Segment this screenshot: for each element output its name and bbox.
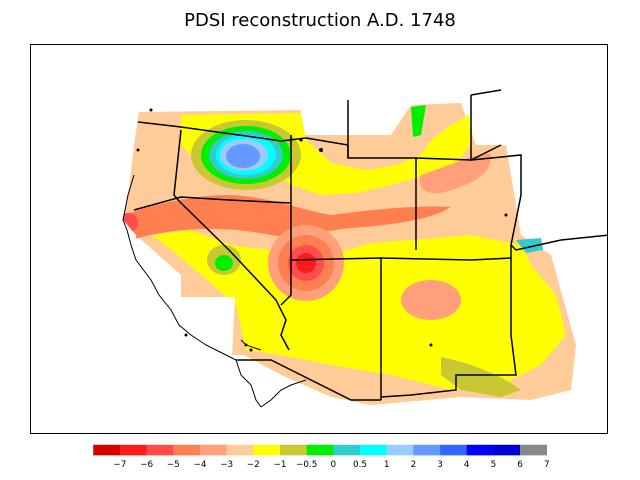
salmon-band-north xyxy=(419,153,492,194)
legend-swatch xyxy=(146,444,174,456)
small-wet-green xyxy=(215,255,233,271)
legend-swatch xyxy=(306,444,334,456)
legend-label: 7 xyxy=(544,460,550,470)
northeast-teal xyxy=(411,105,426,137)
legend-label: −0.5 xyxy=(296,460,317,470)
legend-label: 2 xyxy=(411,460,417,470)
legend-label: 6 xyxy=(517,460,523,470)
legend-label: −2 xyxy=(247,460,260,470)
southeast-olive xyxy=(441,357,521,397)
legend-swatch xyxy=(93,444,121,456)
southeast-patch xyxy=(401,280,461,320)
legend-swatch xyxy=(199,444,227,456)
color-legend: −7 −6 −5 −4 −3 −2 −1 −0.5 0 0.5 1 2 3 4 5 6 7 xyxy=(93,444,550,470)
legend-swatch xyxy=(226,444,254,456)
legend-label: −3 xyxy=(220,460,233,470)
legend-swatch xyxy=(119,444,147,456)
legend-swatch xyxy=(279,444,307,456)
map-panel xyxy=(30,44,608,434)
legend-swatch xyxy=(386,444,414,456)
salmon-band-west xyxy=(124,195,451,240)
legend-swatch xyxy=(466,444,494,456)
east-teal xyxy=(516,238,543,253)
legend-swatch xyxy=(520,444,548,456)
legend-swatch xyxy=(440,444,467,456)
legend-label: −1 xyxy=(273,460,286,470)
legend-label: 0 xyxy=(331,460,337,470)
wet-core-blue xyxy=(226,144,260,168)
map-title: PDSI reconstruction A.D. 1748 xyxy=(184,10,456,31)
legend-label: 4 xyxy=(464,460,470,470)
legend-swatch xyxy=(493,444,521,456)
legend-swatch xyxy=(413,444,441,456)
pacific-ocean xyxy=(31,45,361,433)
state-borders xyxy=(133,89,607,401)
legend-swatch xyxy=(173,444,201,456)
legend-label: 5 xyxy=(491,460,497,470)
legend-swatch xyxy=(360,444,387,456)
islands xyxy=(136,108,508,352)
legend-label: −6 xyxy=(140,460,153,470)
legend-swatch xyxy=(333,444,361,456)
legend-label: −5 xyxy=(167,460,180,470)
pdsi-map xyxy=(31,45,607,433)
legend-label: 3 xyxy=(437,460,443,470)
yellow-central xyxy=(151,230,566,390)
legend-label: 1 xyxy=(384,460,390,470)
hotspot-core xyxy=(296,253,316,273)
legend-label: 0.5 xyxy=(353,460,367,470)
legend-swatch xyxy=(253,444,281,456)
legend-label: −7 xyxy=(113,460,126,470)
legend-label: −4 xyxy=(193,460,206,470)
